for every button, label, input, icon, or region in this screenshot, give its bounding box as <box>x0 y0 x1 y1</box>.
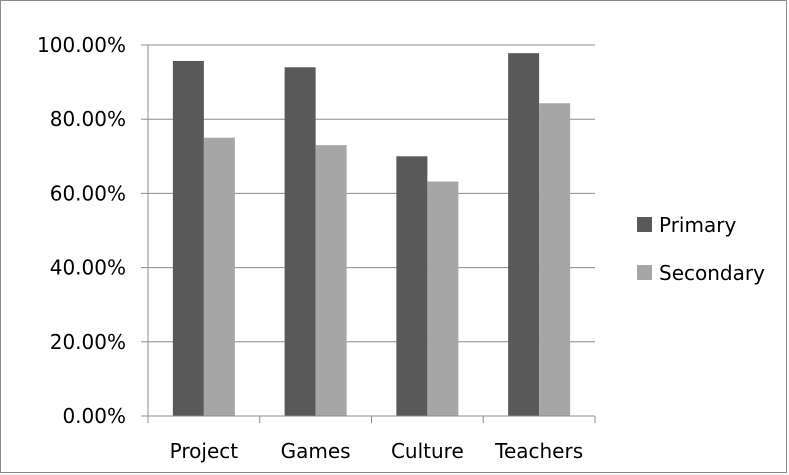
axes <box>141 44 596 423</box>
legend: Primary Secondary <box>637 213 765 285</box>
x-tick-label: Teachers <box>494 439 583 463</box>
x-axis-tick-labels: Project Games Culture Teachers <box>170 439 583 463</box>
y-axis-tick-labels: 0.00% 20.00% 40.00% 60.00% 80.00% 100.00% <box>37 33 126 428</box>
bar-secondary-project <box>203 137 235 416</box>
bar-primary-project <box>172 60 204 416</box>
legend-label-primary: Primary <box>659 213 736 237</box>
bar-secondary-teachers <box>539 103 571 416</box>
legend-label-secondary: Secondary <box>659 261 765 285</box>
bar-primary-games <box>284 67 316 416</box>
y-tick-label: 20.00% <box>50 330 126 354</box>
bar-primary-culture <box>396 156 428 417</box>
legend-swatch-secondary <box>637 265 652 280</box>
bar-primary-teachers <box>508 53 540 417</box>
legend-swatch-primary <box>637 217 652 232</box>
y-tick-label: 100.00% <box>37 33 126 57</box>
y-tick-label: 80.00% <box>50 107 126 131</box>
x-tick-label: Project <box>170 439 239 463</box>
y-tick-label: 40.00% <box>50 256 126 280</box>
x-tick-label: Games <box>281 439 351 463</box>
bar-secondary-games <box>315 145 347 417</box>
y-tick-label: 60.00% <box>50 181 126 205</box>
y-tick-label: 0.00% <box>62 404 126 428</box>
bars <box>172 53 571 417</box>
x-tick-label: Culture <box>391 439 464 463</box>
bar-secondary-culture <box>427 181 459 416</box>
